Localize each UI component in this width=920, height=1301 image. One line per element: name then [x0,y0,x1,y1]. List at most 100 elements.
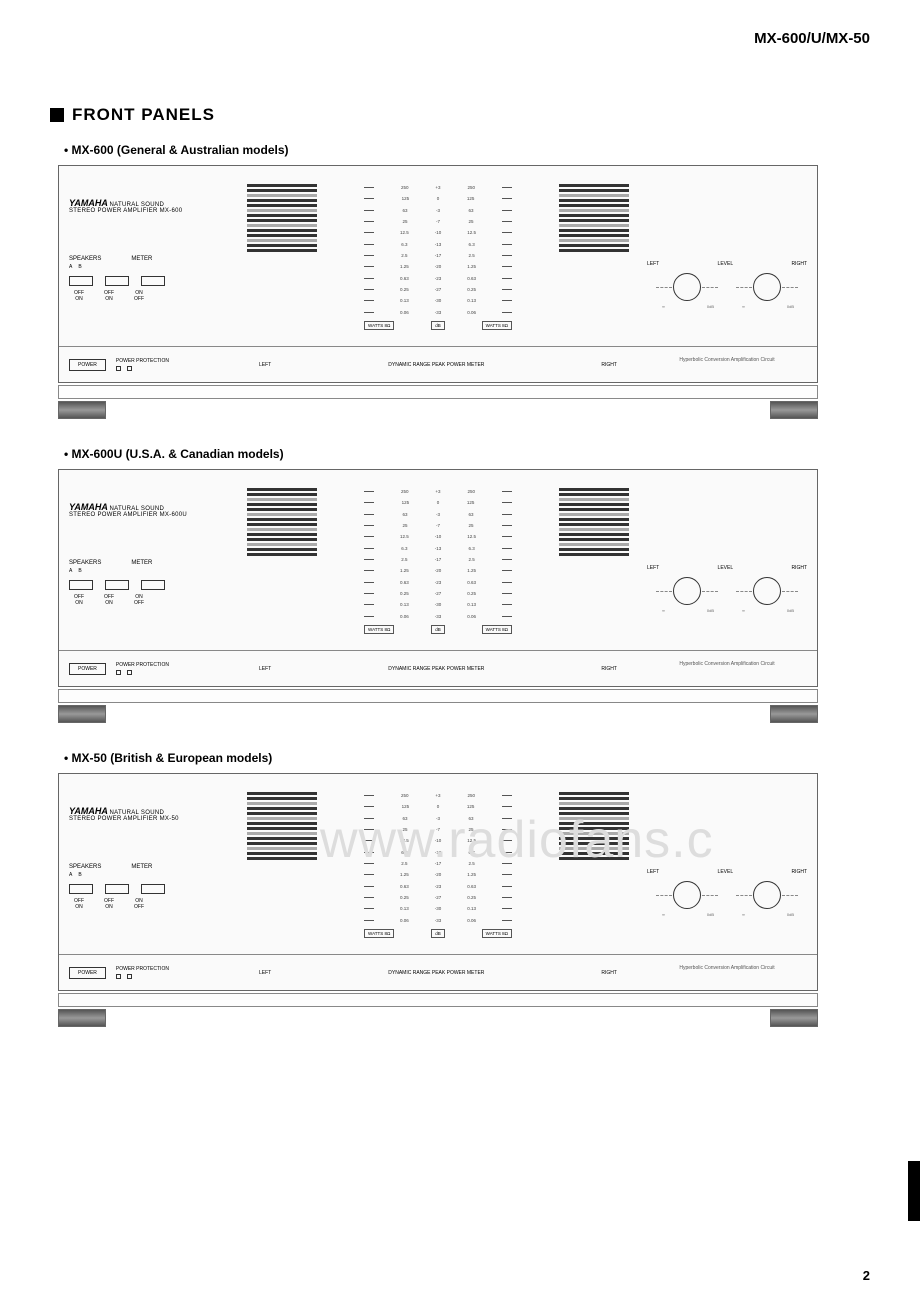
panel-left-controls: YAMAHA NATURAL SOUND STEREO POWER AMPLIF… [59,166,239,346]
power-button[interactable]: POWER [69,663,106,675]
foot-left [58,1009,106,1027]
level-knob-left[interactable]: ∞ 0dB [673,577,701,605]
panel-meters: 250 +3 250 125 0 125 63 -3 63 25 -7 25 1… [239,166,637,346]
vu-line [559,543,629,546]
vu-line [559,553,629,556]
panel-right-level: LEFT LEVEL RIGHT ∞ 0dB ∞ 0dB [637,470,817,650]
db-label: dB [431,321,445,330]
vu-line [247,209,317,212]
watts-right-label: WATTS 8Ω [482,929,512,938]
scale-row: 63 -3 63 [364,509,512,520]
vu-line [247,249,317,252]
right-label: RIGHT [791,261,807,267]
vu-line [247,204,317,207]
meter-title: DYNAMIC RANGE PEAK POWER METER [388,970,484,976]
level-knob-left[interactable]: ∞ 0dB [673,881,701,909]
switch-off-label: OFFON [99,594,119,606]
scale-row: 63 -3 63 [364,205,512,216]
vu-line [559,214,629,217]
vu-line [559,493,629,496]
vu-line [559,792,629,795]
level-knob-right[interactable]: ∞ 0dB [753,577,781,605]
foot-right [770,401,818,419]
brand-logo: YAMAHA [69,806,108,816]
speaker-a-switch[interactable] [69,276,93,286]
front-panel-frame: YAMAHA NATURAL SOUND STEREO POWER AMPLIF… [58,469,818,687]
meter-switch[interactable] [141,580,165,590]
vu-meter-left [247,482,317,638]
vu-meter-left [247,786,317,942]
level-knob-left[interactable]: ∞ 0dB [673,273,701,301]
speakers-label: SPEAKERS [69,560,101,566]
vu-line [559,513,629,516]
vu-line [247,194,317,197]
hyperbolic-label: Hyperbolic Conversion Amplification Circ… [637,651,817,686]
meter-switch[interactable] [141,884,165,894]
vu-line [559,523,629,526]
vu-line [559,503,629,506]
left-label: LEFT [647,565,659,571]
meter-switch[interactable] [141,276,165,286]
level-knob-right[interactable]: ∞ 0dB [753,881,781,909]
vu-line [247,837,317,840]
vu-line [247,817,317,820]
switch-off-label: OFFON [69,594,89,606]
panel-left-controls: YAMAHA NATURAL SOUND STEREO POWER AMPLIF… [59,470,239,650]
scale-row: 12.5 -10 12.5 [364,227,512,238]
feet-row [58,401,818,419]
page-number: 2 [863,1268,870,1283]
meter-label: METER [131,256,152,270]
scale-row: 0.63 -23 0.63 [364,577,512,588]
speaker-a-switch[interactable] [69,884,93,894]
vu-line [247,538,317,541]
vu-line [247,503,317,506]
vu-line [247,498,317,501]
speaker-b-switch[interactable] [105,580,129,590]
switch-off-label: OFFON [99,898,119,910]
speaker-a-switch[interactable] [69,580,93,590]
vu-line [247,239,317,242]
vu-line [247,822,317,825]
vu-line [247,244,317,247]
scale-row: 0.06 -33 0.06 [364,915,512,926]
speaker-b-switch[interactable] [105,276,129,286]
model-label: MX-600 (General & Australian models) [64,143,870,157]
vu-line [247,553,317,556]
protection-led [127,366,132,371]
vu-line [247,807,317,810]
speaker-b-switch[interactable] [105,884,129,894]
scale-row: 6.3 -13 6.3 [364,543,512,554]
vu-line [559,189,629,192]
vu-line [559,802,629,805]
section-bullet [50,108,64,122]
vu-line [559,239,629,242]
power-button[interactable]: POWER [69,967,106,979]
right-label: RIGHT [791,565,807,571]
product-line: STEREO POWER AMPLIFIER MX-600U [69,512,229,518]
scale-row: 250 +3 250 [364,182,512,193]
foot-left [58,705,106,723]
power-protection-label: POWER PROTECTION [116,662,169,668]
vu-line [559,234,629,237]
scale-row: 1.25 -20 1.25 [364,565,512,576]
section-title-row: FRONT PANELS [50,105,870,125]
vu-line [247,518,317,521]
meter-left-label: LEFT [259,666,271,672]
panel-left-controls: YAMAHA NATURAL SOUND STEREO POWER AMPLIF… [59,774,239,954]
scale-row: 0.06 -33 0.06 [364,611,512,622]
meter-scale: 250 +3 250 125 0 125 63 -3 63 25 -7 25 1… [358,482,518,638]
foot-left [58,401,106,419]
power-button[interactable]: POWER [69,359,106,371]
scale-row: 1.25 -20 1.25 [364,869,512,880]
vu-line [247,852,317,855]
db-label: dB [431,929,445,938]
meter-left-label: LEFT [259,362,271,368]
scale-row: 250 +3 250 [364,790,512,801]
scale-row: 0.25 -27 0.25 [364,284,512,295]
vu-meter-right [559,482,629,638]
vu-line [559,209,629,212]
level-knob-right[interactable]: ∞ 0dB [753,273,781,301]
vu-line [247,847,317,850]
vu-line [247,523,317,526]
meter-title: DYNAMIC RANGE PEAK POWER METER [388,666,484,672]
